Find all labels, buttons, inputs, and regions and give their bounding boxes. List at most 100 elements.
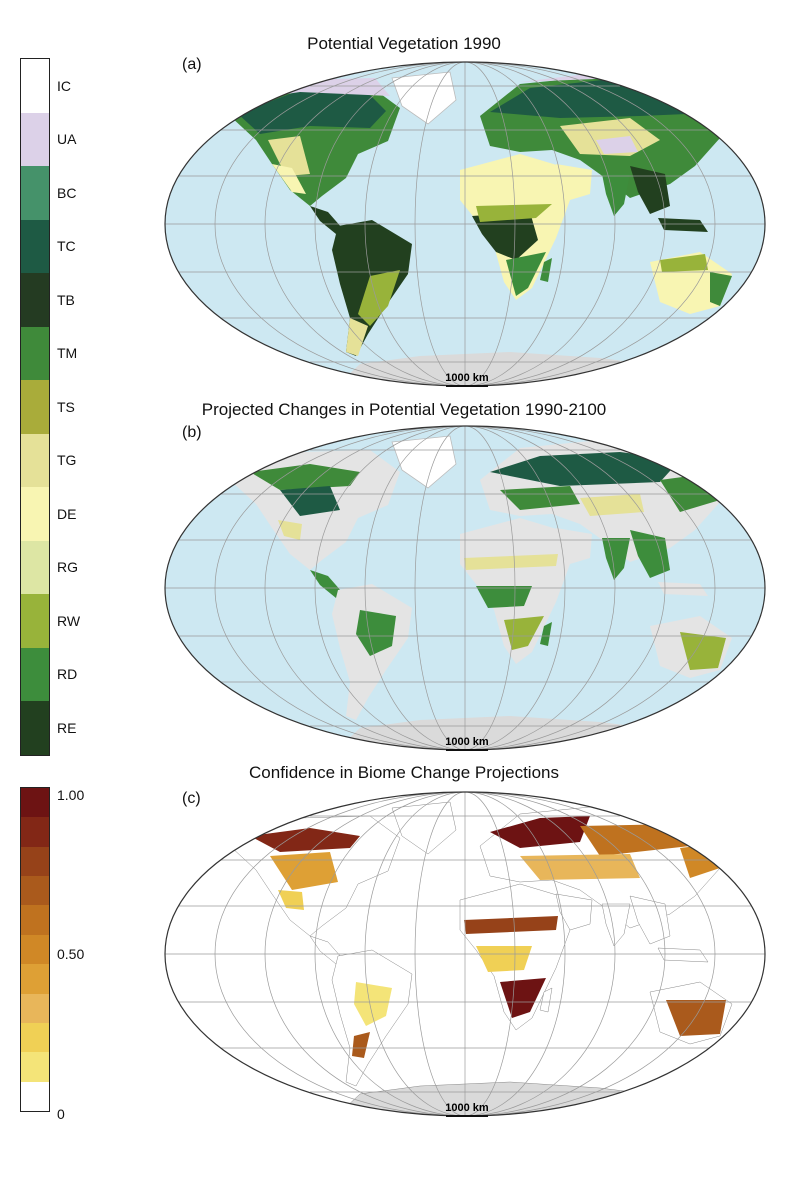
confidence-swatch bbox=[21, 993, 49, 1023]
confidence-swatch bbox=[21, 934, 49, 965]
africa-confidence-mid bbox=[476, 946, 532, 972]
legend-label-tg: TG bbox=[57, 452, 77, 469]
panel-b-title: Projected Changes in Potential Vegetatio… bbox=[201, 400, 607, 419]
legend-label-tb: TB bbox=[57, 291, 75, 308]
confidence-swatch bbox=[21, 876, 49, 906]
southeast-asia bbox=[630, 530, 670, 578]
confidence-tick-bottom: 0 bbox=[57, 1106, 65, 1122]
legend-swatch-ic bbox=[21, 59, 49, 113]
tibet-tundra bbox=[596, 136, 638, 154]
north-america-desert bbox=[272, 164, 306, 194]
north-america-change-temperate bbox=[280, 486, 340, 516]
australia-confidence bbox=[666, 1000, 726, 1036]
greenland bbox=[391, 435, 457, 489]
scale-bar: 1000 km bbox=[445, 1102, 489, 1117]
africa-confidence-south bbox=[500, 978, 546, 1018]
legend-label-rd: RD bbox=[57, 666, 78, 683]
legend-swatch-tm bbox=[21, 326, 49, 380]
south-america-change bbox=[356, 610, 396, 656]
africa-change-sahel bbox=[464, 554, 558, 570]
confidence-swatch bbox=[21, 1081, 49, 1111]
legend-label-de: DE bbox=[57, 505, 77, 522]
scale-bar: 1000 km bbox=[445, 736, 489, 751]
central-america bbox=[310, 206, 342, 234]
confidence-swatch bbox=[21, 817, 49, 847]
panel-b-letter: (b) bbox=[182, 424, 202, 441]
africa-confidence-sahel bbox=[464, 916, 558, 934]
confidence-swatch bbox=[21, 1052, 49, 1082]
legend-swatch-tc bbox=[21, 219, 49, 273]
new-zealand bbox=[750, 656, 762, 678]
southeast-asia bbox=[630, 166, 670, 214]
africa-south-woodland bbox=[506, 252, 546, 296]
legend-label-ts: TS bbox=[57, 398, 75, 415]
south-america-confidence bbox=[354, 982, 392, 1026]
panel-c-letter: (c) bbox=[182, 790, 201, 807]
confidence-tick-mid: 0.50 bbox=[57, 946, 85, 962]
arabia-desert bbox=[556, 164, 592, 200]
legend-swatch-de bbox=[21, 487, 49, 541]
greenland bbox=[391, 71, 457, 125]
arabia bbox=[556, 528, 592, 564]
madagascar bbox=[540, 622, 552, 646]
panel-c-title: Confidence in Biome Change Projections bbox=[249, 763, 559, 782]
india bbox=[601, 903, 631, 947]
north-america-change-boreal bbox=[250, 464, 360, 490]
eurasia-confidence-high bbox=[490, 816, 590, 848]
legend-label-bc: BC bbox=[57, 184, 77, 201]
north-america-confidence-high bbox=[250, 828, 360, 852]
legend-label-ic: IC bbox=[57, 77, 71, 94]
confidence-swatch bbox=[21, 1022, 49, 1053]
australia-east bbox=[710, 272, 732, 306]
confidence-tick-top: 1.00 bbox=[57, 787, 85, 803]
madagascar bbox=[539, 987, 553, 1013]
north-america-boreal bbox=[238, 90, 386, 134]
legend-swatch-ts bbox=[21, 380, 49, 434]
south-america-savanna bbox=[358, 270, 400, 326]
legend-swatch-re bbox=[21, 701, 49, 755]
confidence-legend bbox=[20, 787, 50, 1112]
confidence-swatch bbox=[21, 964, 49, 994]
legend-swatch-ua bbox=[21, 112, 49, 166]
eurasia-confidence-low bbox=[520, 854, 640, 880]
indonesia bbox=[658, 218, 708, 232]
eurasia-change-temperate bbox=[500, 486, 580, 510]
legend-swatch-rd bbox=[21, 647, 49, 701]
panel-a-letter: (a) bbox=[182, 56, 202, 73]
north-america-confidence-low bbox=[278, 890, 304, 910]
africa-savanna bbox=[476, 204, 552, 222]
map-confidence: 1000 km bbox=[164, 791, 766, 1117]
africa-change-forest bbox=[476, 586, 532, 608]
scale-bar: 1000 km bbox=[445, 372, 489, 387]
south-america-south bbox=[346, 318, 368, 356]
map-potential-vegetation-1990: 1000 km bbox=[164, 61, 766, 387]
confidence-swatch bbox=[21, 846, 49, 877]
greenland bbox=[391, 801, 457, 855]
legend-label-ua: UA bbox=[57, 131, 77, 148]
scale-bar-label: 1000 km bbox=[445, 736, 489, 748]
new-zealand bbox=[750, 292, 762, 314]
central-america bbox=[310, 570, 342, 598]
north-america-change-grass bbox=[278, 520, 302, 540]
indonesia bbox=[657, 947, 709, 963]
legend-swatch-rg bbox=[21, 540, 49, 594]
central-asia-change bbox=[580, 494, 644, 516]
arabia bbox=[555, 893, 593, 931]
legend-swatch-bc bbox=[21, 166, 49, 220]
south-america-confidence-south bbox=[352, 1032, 370, 1058]
eurasia-change-boreal bbox=[490, 452, 680, 486]
legend-label-tc: TC bbox=[57, 238, 76, 255]
confidence-swatch bbox=[21, 788, 49, 818]
australia-change bbox=[680, 632, 726, 670]
legend-swatch-tg bbox=[21, 433, 49, 487]
legend-swatch-tb bbox=[21, 273, 49, 327]
australia-north bbox=[660, 254, 708, 272]
map-projected-changes: 1000 km bbox=[164, 425, 766, 751]
legend-swatch-rw bbox=[21, 594, 49, 648]
north-america-prairie bbox=[268, 136, 310, 176]
panel-a-title: Potential Vegetation 1990 bbox=[307, 34, 501, 53]
legend-label-tm: TM bbox=[57, 345, 78, 362]
india bbox=[602, 174, 630, 216]
southeast-asia bbox=[629, 895, 671, 945]
scale-bar-label: 1000 km bbox=[445, 372, 489, 384]
